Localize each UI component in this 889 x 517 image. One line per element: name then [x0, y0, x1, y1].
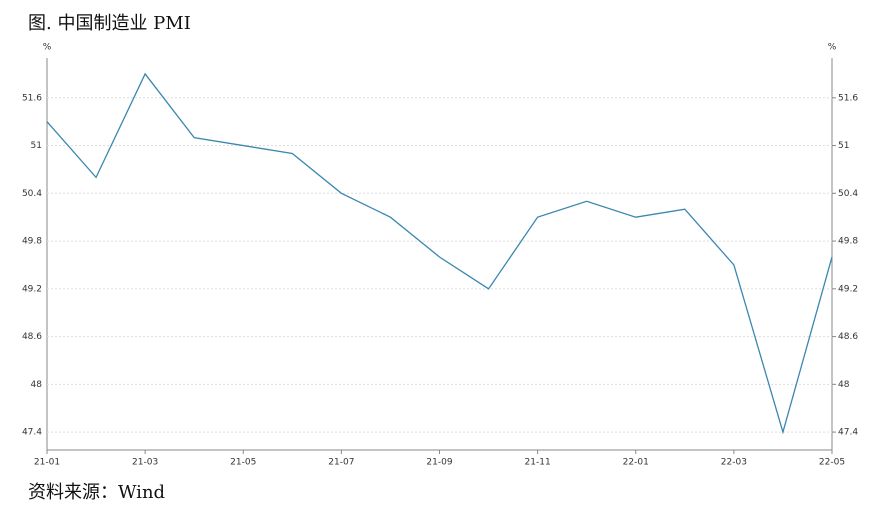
- y2-tick-label: 50.4: [838, 189, 858, 199]
- y-tick-label: 47.4: [22, 428, 42, 438]
- y-tick-label: 50.4: [22, 189, 42, 199]
- x-tick-label: 21-09: [426, 458, 452, 468]
- y-tick-label: 49.2: [22, 284, 42, 294]
- y-tick-label: 51.6: [22, 93, 42, 103]
- y-tick-label: 48: [31, 380, 43, 390]
- y-tick-label: 49.8: [22, 237, 42, 247]
- y-tick-label: 51: [31, 141, 42, 151]
- y2-unit: %: [828, 43, 837, 53]
- x-tick-label: 21-11: [525, 458, 551, 468]
- x-tick-label: 21-01: [34, 458, 60, 468]
- y2-tick-label: 48: [838, 380, 850, 390]
- source-note: 资料来源：Wind: [28, 482, 165, 503]
- y2-tick-label: 49.2: [838, 284, 858, 294]
- chart-title: 图. 中国制造业 PMI: [28, 13, 191, 34]
- data-line: [46, 72, 833, 435]
- x-tick-label: 21-03: [132, 458, 158, 468]
- x-tick-label: 22-05: [819, 458, 845, 468]
- y2-tick-label: 48.6: [838, 332, 858, 342]
- y2-tick-label: 47.4: [838, 428, 858, 438]
- x-tick-label: 22-03: [721, 458, 747, 468]
- y-tick-label: 48.6: [22, 332, 42, 342]
- y2-tick-label: 51.6: [838, 93, 858, 103]
- x-tick-label: 21-05: [230, 458, 256, 468]
- y2-tick-label: 49.8: [838, 237, 858, 247]
- y2-tick-label: 51: [838, 141, 849, 151]
- y-unit: %: [43, 43, 52, 53]
- x-tick-label: 22-01: [623, 458, 649, 468]
- x-tick-label: 21-07: [328, 458, 354, 468]
